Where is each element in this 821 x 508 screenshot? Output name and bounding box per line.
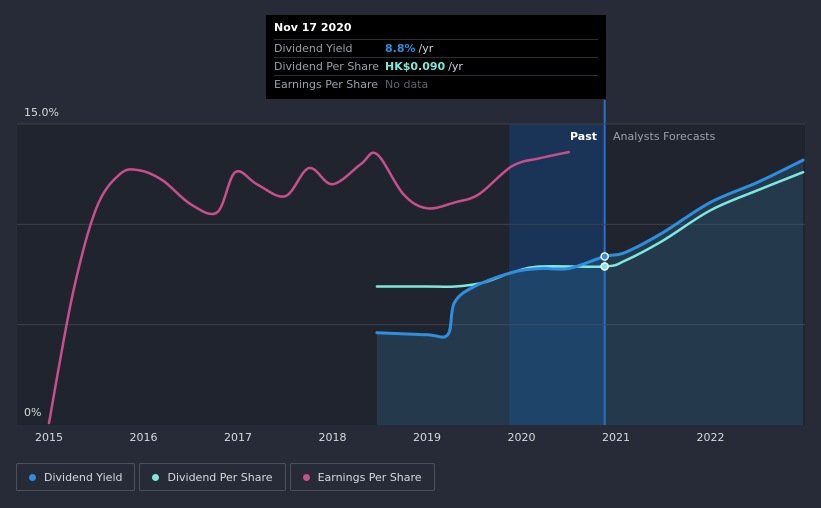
legend-dot-icon: [29, 473, 36, 481]
y-tick-label: 15.0%: [24, 106, 59, 119]
series-marker[interactable]: [600, 252, 609, 261]
legend-item-earnings-per-share[interactable]: Earnings Per Share: [289, 463, 435, 491]
series-line-earnings-per-share: [47, 150, 571, 425]
tooltip-unit: /yr: [418, 42, 434, 55]
x-tick-label: 2015: [35, 431, 63, 444]
x-tick-label: 2021: [602, 431, 630, 444]
tooltip-label: Earnings Per Share: [274, 78, 379, 91]
legend-dot-icon: [302, 473, 310, 481]
tooltip-date: Nov 17 2020: [274, 21, 352, 34]
tooltip: Nov 17 2020 Dividend Yield 8.8% /yr Divi…: [266, 15, 606, 99]
forecast-label: Analysts Forecasts: [613, 130, 716, 143]
series-marker[interactable]: [600, 262, 609, 271]
tooltip-value: 8.8%: [385, 42, 416, 55]
legend-label: Dividend Yield: [44, 470, 123, 484]
tooltip-label: Dividend Yield: [274, 42, 353, 55]
tooltip-row-dividend-per-share: Dividend Per Share HK$0.090 /yr: [274, 57, 598, 75]
past-highlight-band: [509, 124, 605, 425]
x-tick-label: 2019: [413, 431, 441, 444]
x-tick-label: 2018: [319, 431, 347, 444]
x-tick-label: 2017: [224, 431, 252, 444]
legend: Dividend Yield Dividend Per Share Earnin…: [16, 463, 435, 491]
legend-dot-icon: [152, 473, 160, 481]
legend-label: Dividend Per Share: [167, 470, 273, 484]
tooltip-unit: /yr: [448, 60, 463, 73]
x-tick-label: 2016: [130, 431, 158, 444]
legend-label: Earnings Per Share: [317, 470, 422, 484]
tooltip-row-dividend-yield: Dividend Yield 8.8% /yr: [274, 39, 598, 57]
legend-item-dividend-per-share[interactable]: Dividend Per Share: [139, 463, 286, 491]
tooltip-value: HK$0.090: [385, 60, 446, 73]
past-label: Past: [570, 130, 597, 143]
series-line-dividend-yield: [375, 158, 805, 339]
plot-background: [17, 124, 805, 425]
dividend-yield-area: [376, 160, 804, 425]
x-tick-label: 2020: [508, 431, 536, 444]
y-tick-label: 0%: [24, 406, 41, 419]
x-tick-label: 2022: [697, 431, 725, 444]
tooltip-row-earnings-per-share: Earnings Per Share No data: [274, 75, 598, 93]
tooltip-value: No data: [385, 78, 429, 91]
tooltip-label: Dividend Per Share: [274, 60, 380, 73]
legend-item-dividend-yield[interactable]: Dividend Yield: [16, 463, 136, 491]
